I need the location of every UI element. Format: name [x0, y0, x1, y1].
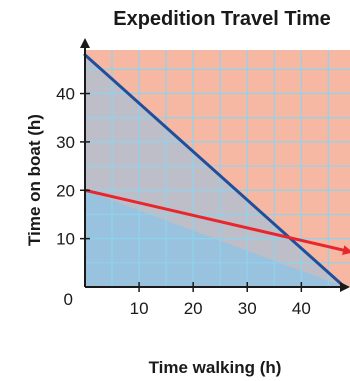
x-tick-label: 40: [292, 299, 311, 318]
x-tick-label: 20: [184, 299, 203, 318]
y-axis-arrow: [80, 38, 90, 48]
x-axis-label: Time walking (h): [149, 358, 282, 377]
y-tick-label: 40: [56, 85, 75, 104]
y-axis-label: Time on boat (h): [25, 114, 44, 246]
origin-label: 0: [64, 290, 73, 309]
series-line-red: [83, 188, 350, 255]
series-lines: [83, 53, 350, 289]
ticks: 10 20 30 40 10 20 30 40 0: [56, 85, 311, 318]
x-axis-arrow: [340, 282, 350, 292]
series-line-blue: [83, 53, 347, 289]
x-tick-label: 10: [130, 299, 149, 318]
x-tick-label: 30: [238, 299, 257, 318]
y-tick-label: 10: [56, 230, 75, 249]
grid: [85, 50, 350, 287]
chart-title: Expedition Travel Time: [113, 8, 330, 30]
y-tick-label: 20: [56, 181, 75, 200]
y-tick-label: 30: [56, 133, 75, 152]
